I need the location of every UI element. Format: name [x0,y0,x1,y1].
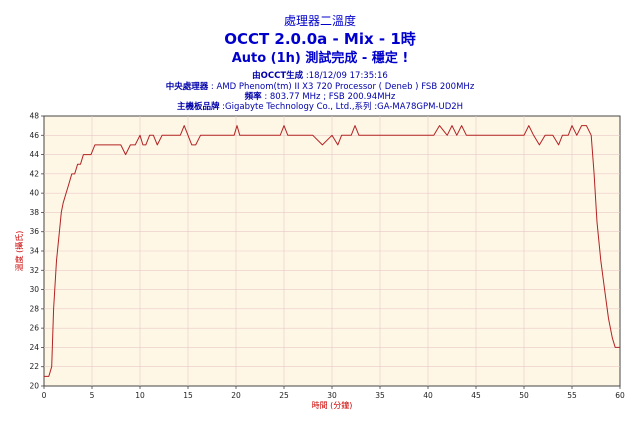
temperature-line [44,125,620,377]
y-tick-label: 44 [29,150,39,159]
x-tick-label: 60 [615,391,625,400]
y-tick-label: 34 [29,247,39,256]
info-line-frequency: 頻率 : 803.77 MHz ; FSB 200.94MHz [245,91,396,102]
y-tick-label: 32 [29,266,39,275]
x-tick-label: 50 [519,391,529,400]
x-tick-label: 55 [567,391,577,400]
y-tick-label: 24 [29,343,39,352]
x-tick-label: 15 [183,391,193,400]
grid [44,116,620,386]
x-tick-label: 45 [471,391,481,400]
x-axis-label: 時間 (分鐘) [312,400,353,410]
info-motherboard-label: 主機板品牌 [177,101,220,112]
info-line-generated: 由OCCT生成 :18/12/09 17:35:16 [252,70,388,81]
axis-ticks: 0 5 10 15 20 25 30 35 40 45 50 55 60 20 22 24 26 28 30 32 34… [29,112,625,401]
chart-title-top: 處理器二溫度 [284,13,356,28]
info-line-cpu: 中央處理器 : AMD Phenom(tm) II X3 720 Process… [166,81,475,92]
info-generated-label: 由OCCT生成 [252,70,304,81]
y-tick-label: 36 [29,227,39,236]
series-layer [44,125,620,377]
x-tick-label: 25 [279,391,289,400]
chart-title-main: OCCT 2.0.0a - Mix - 1時 [224,30,416,48]
info-block: 由OCCT生成 :18/12/09 17:35:16 中央處理器 : AMD P… [166,70,475,112]
y-tick-label: 20 [29,382,39,391]
info-motherboard-value: :Gigabyte Technology Co., Ltd.,系列 :GA-MA… [219,101,463,112]
y-tick-label: 22 [29,362,39,371]
x-tick-label: 35 [375,391,385,400]
info-cpu-label: 中央處理器 [166,81,209,92]
chart-title-sub: Auto (1h) 測試完成 - 穩定 ! [232,50,409,66]
y-tick-label: 38 [29,208,39,217]
y-tick-label: 42 [29,169,39,178]
x-tick-label: 0 [42,391,47,400]
x-tick-label: 40 [423,391,433,400]
y-tick-label: 48 [29,112,39,121]
x-tick-label: 20 [231,391,241,400]
y-axis-label: 溫度 (攝氏) [14,231,24,272]
y-tick-label: 46 [29,131,39,140]
info-cpu-value: : AMD Phenom(tm) II X3 720 Processor ( D… [208,82,475,92]
y-tick-label: 40 [29,189,39,198]
info-frequency-label: 頻率 [245,91,263,102]
info-generated-value: :18/12/09 17:35:16 [303,71,388,81]
info-line-motherboard: 主機板品牌 :Gigabyte Technology Co., Ltd.,系列 … [177,101,463,112]
x-tick-label: 30 [327,391,337,400]
info-frequency-value: : 803.77 MHz ; FSB 200.94MHz [262,92,396,102]
y-tick-label: 26 [29,324,39,333]
x-tick-label: 5 [90,391,95,400]
y-tick-label: 30 [29,285,39,294]
x-tick-label: 10 [135,391,145,400]
y-tick-label: 28 [29,304,39,313]
